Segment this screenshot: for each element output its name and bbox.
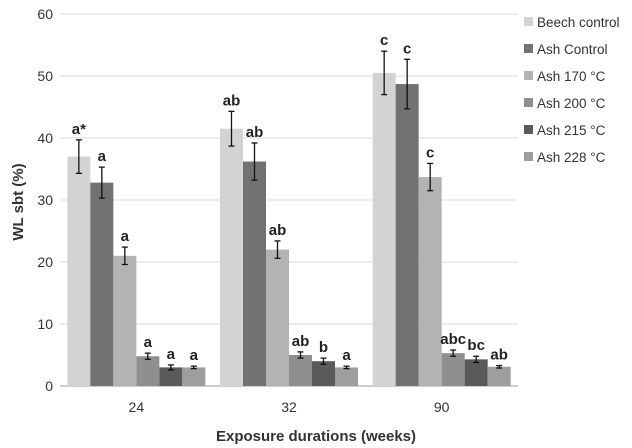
data-label: a: [190, 347, 199, 364]
data-label: a: [167, 346, 176, 363]
legend-swatch: [524, 71, 533, 80]
y-tick-label: 30: [37, 192, 53, 208]
bar: [266, 249, 289, 386]
bar: [136, 356, 160, 386]
y-tick-label: 60: [37, 6, 53, 22]
bar: [418, 177, 442, 386]
bar: [159, 367, 183, 386]
y-axis-title: WL sbt (%): [10, 163, 27, 240]
bars: [67, 72, 511, 387]
legend-label: Beech control: [537, 15, 620, 30]
data-label: ab: [292, 333, 310, 350]
bar: [67, 156, 91, 386]
y-tick-label: 10: [37, 316, 53, 332]
data-label: ab: [223, 92, 241, 109]
data-label: ab: [246, 124, 264, 141]
data-label: a: [342, 347, 351, 364]
data-label: b: [319, 339, 328, 356]
bar: [113, 255, 137, 386]
legend-label: Ash 215 °C: [537, 123, 606, 138]
bar: [312, 361, 335, 386]
data-label: c: [426, 144, 434, 161]
bar: [220, 128, 243, 386]
data-label: abc: [440, 331, 466, 348]
y-tick-labels: 0 10 20 30 40 50 60: [37, 6, 53, 394]
legend-label: Ash 170 °C: [537, 69, 606, 84]
data-label: bc: [467, 337, 485, 354]
legend-swatch: [524, 44, 533, 53]
legend-label: Ash 228 °C: [537, 150, 606, 165]
bar: [395, 84, 419, 386]
data-label: a: [121, 228, 130, 245]
bar: [464, 359, 488, 386]
bar: [487, 366, 511, 386]
legend-swatch: [524, 17, 533, 26]
legend-label: Ash Control: [537, 42, 608, 57]
y-tick-label: 40: [37, 130, 53, 146]
bar: [90, 182, 114, 386]
bar: [441, 353, 465, 386]
data-label: c: [403, 40, 411, 57]
legend-swatch: [524, 152, 533, 161]
bar: [372, 72, 396, 387]
x-tick-label: 24: [129, 399, 145, 415]
y-tick-label: 20: [37, 254, 53, 270]
legend-swatch: [524, 98, 533, 107]
legend-label: Ash 200 °C: [537, 96, 606, 111]
data-label: c: [380, 32, 388, 49]
bar: [243, 161, 266, 386]
bar: [335, 367, 358, 386]
error-bars: [75, 50, 503, 371]
x-tick-labels: 24 32 90: [129, 399, 450, 415]
y-tick-label: 50: [37, 68, 53, 84]
bar: [182, 367, 206, 386]
legend-swatch: [524, 125, 533, 134]
x-tick-label: 90: [434, 399, 450, 415]
legend: Beech control Ash Control Ash 170 °C Ash 20…: [524, 15, 620, 165]
y-tick-label: 0: [45, 378, 53, 394]
data-label: a: [98, 148, 107, 165]
data-label: ab: [269, 222, 287, 239]
data-label: ab: [490, 347, 508, 364]
data-label: a: [144, 334, 153, 351]
data-label: a*: [72, 121, 86, 138]
bar: [289, 355, 312, 386]
x-tick-label: 32: [281, 399, 297, 415]
x-axis-title: Exposure durations (weeks): [216, 428, 416, 445]
